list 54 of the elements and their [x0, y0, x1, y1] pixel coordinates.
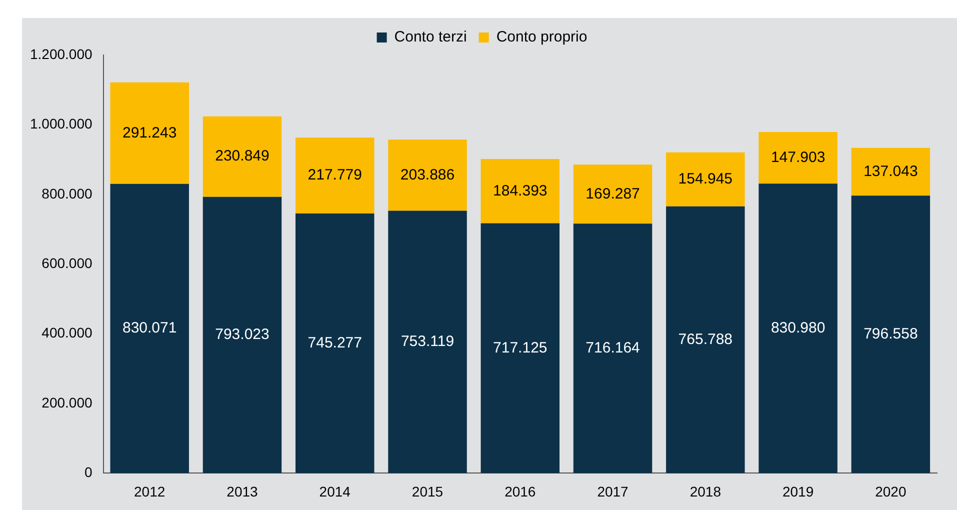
x-tick-label: 2013	[226, 483, 258, 500]
bar	[666, 206, 745, 474]
bar	[110, 184, 189, 474]
y-tick-label: 400.000	[42, 324, 92, 341]
data-label: 717.125	[493, 339, 548, 356]
data-label: 291.243	[122, 124, 177, 142]
data-label: 184.393	[493, 182, 548, 200]
bar	[480, 223, 560, 474]
data-label: 147.903	[770, 148, 826, 166]
y-tick-label: 800.000	[42, 185, 92, 202]
data-label: 745.277	[308, 334, 362, 352]
x-tick-label: 2016	[504, 483, 536, 500]
bar	[480, 159, 560, 224]
bar	[202, 116, 282, 197]
x-tick-label: 2020	[875, 483, 906, 500]
y-tick-label: 1.000.000	[30, 116, 92, 132]
x-tick-label: 2015	[412, 483, 444, 500]
data-label: 217.779	[308, 166, 362, 184]
x-tick-label: 2019	[782, 483, 814, 500]
bar	[388, 210, 467, 474]
bar	[202, 196, 282, 474]
y-tick-label: 200.000	[42, 394, 92, 410]
data-label: 765.788	[678, 330, 733, 348]
y-tick-label: 600.000	[42, 254, 92, 271]
data-label: 203.886	[400, 166, 455, 184]
data-label: 830.071	[122, 320, 177, 337]
data-label: 716.164	[586, 340, 640, 357]
data-label: 169.287	[586, 185, 640, 202]
data-label: 793.023	[215, 326, 270, 344]
bar	[851, 148, 930, 196]
data-label: 796.558	[864, 326, 918, 343]
y-tick-label: 0	[84, 464, 92, 480]
data-label: 753.119	[400, 333, 454, 350]
data-label: 154.945	[678, 170, 733, 188]
data-label: 230.849	[215, 148, 270, 165]
bar	[851, 196, 930, 474]
bar	[296, 213, 374, 474]
legend-label: Conto terzi	[394, 28, 467, 46]
x-tick-label: 2018	[690, 483, 722, 500]
x-tick-label: 2017	[597, 483, 629, 500]
data-label: 137.043	[864, 162, 918, 180]
bar	[388, 140, 467, 211]
bar	[758, 132, 838, 184]
data-label: 830.980	[770, 320, 826, 337]
bar	[666, 152, 745, 206]
bar	[296, 138, 374, 214]
x-tick-label: 2014	[319, 483, 351, 500]
bar	[573, 164, 652, 224]
bar	[758, 184, 838, 474]
y-tick-label: 1.200.000	[30, 46, 92, 62]
bar	[110, 82, 189, 184]
bar	[573, 224, 652, 474]
legend-label: Conto proprio	[496, 28, 588, 46]
x-tick-label: 2012	[134, 483, 166, 500]
